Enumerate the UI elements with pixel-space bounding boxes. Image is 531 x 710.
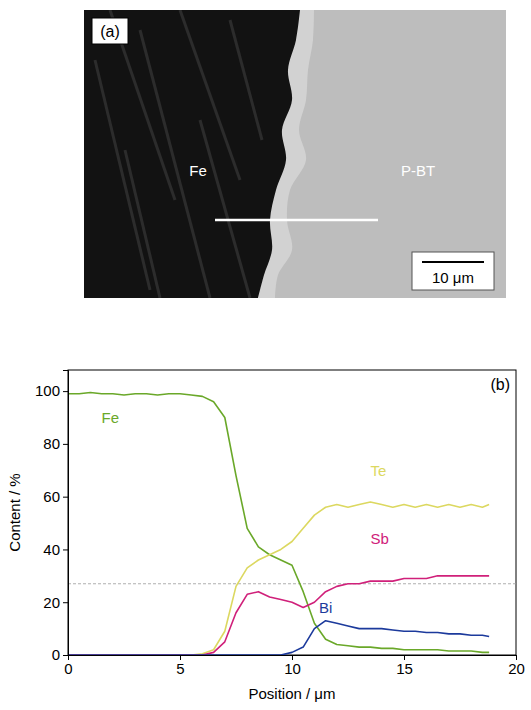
y-tick-mark <box>63 444 68 445</box>
scale-bar <box>422 261 484 263</box>
y-tick: 20 <box>43 594 68 611</box>
x-tick-label: 5 <box>176 660 184 677</box>
plot-frame <box>68 370 516 655</box>
y-tick-mark <box>63 497 68 498</box>
region-label: P-BT <box>401 162 435 179</box>
x-tick: 15 <box>396 655 413 677</box>
interface-band <box>258 10 506 298</box>
scan-line <box>215 219 378 222</box>
texture <box>125 150 160 298</box>
x-tick-label: 20 <box>508 660 525 677</box>
y-tick-label: 100 <box>35 382 60 399</box>
x-tick-label: 15 <box>396 660 413 677</box>
y-tick-label: 40 <box>43 541 60 558</box>
y-tick-mark <box>63 549 68 550</box>
y-tick-mark <box>63 391 68 392</box>
x-axis-title: Position / μm <box>248 685 335 702</box>
y-axis-line <box>63 371 69 656</box>
x-tick: 20 <box>508 655 525 677</box>
fe-region <box>84 10 506 298</box>
scale-label: 10 μm <box>432 269 474 286</box>
series-label: Sb <box>370 530 388 547</box>
reference-line <box>68 583 516 584</box>
panel-a: Fe P-BT (a) 10 μm <box>84 10 506 298</box>
y-tick-label: 20 <box>43 594 60 611</box>
figure: Fe P-BT (a) 10 μm 0 5 10 15 20 0 20 40 60 80 100 Positi… <box>0 0 531 710</box>
plot-area <box>68 392 516 655</box>
x-tick-label: 10 <box>284 660 301 677</box>
y-tick-label: 80 <box>43 435 60 452</box>
panel-label: (a) <box>100 23 120 40</box>
series-line <box>68 621 489 655</box>
x-tick-label: 0 <box>64 660 72 677</box>
y-tick-mark <box>63 602 68 603</box>
y-tick: 100 <box>35 382 68 399</box>
series-label: Fe <box>102 409 120 426</box>
scale-box <box>412 252 494 290</box>
y-tick: 40 <box>43 541 68 558</box>
texture <box>200 120 250 298</box>
series-line <box>68 502 489 655</box>
series-label: Te <box>370 462 386 479</box>
x-tick: 10 <box>284 655 301 677</box>
x-tick: 5 <box>176 655 184 677</box>
y-tick-mark <box>63 655 68 656</box>
panel-b: 0 5 10 15 20 0 20 40 60 80 100 Position / μm Content… <box>6 370 525 702</box>
series-line <box>68 392 489 652</box>
y-tick: 60 <box>43 488 68 505</box>
y-axis-title: Content / % <box>6 473 23 551</box>
texture <box>230 20 262 140</box>
series-label: Bi <box>319 599 332 616</box>
y-axis: 0 20 40 60 80 100 <box>35 371 69 664</box>
x-axis: 0 5 10 15 20 <box>64 655 525 677</box>
label-box <box>92 18 128 44</box>
pbt-region <box>275 10 506 298</box>
y-tick-label: 0 <box>52 646 60 663</box>
panel-label: (b) <box>490 376 510 393</box>
y-tick-label: 60 <box>43 488 60 505</box>
micrograph <box>84 10 506 298</box>
region-label: Fe <box>189 162 207 179</box>
y-tick: 80 <box>43 435 68 452</box>
x-tick: 0 <box>64 655 72 677</box>
y-tick: 0 <box>52 646 68 663</box>
series-line <box>68 576 489 655</box>
texture <box>95 60 150 290</box>
